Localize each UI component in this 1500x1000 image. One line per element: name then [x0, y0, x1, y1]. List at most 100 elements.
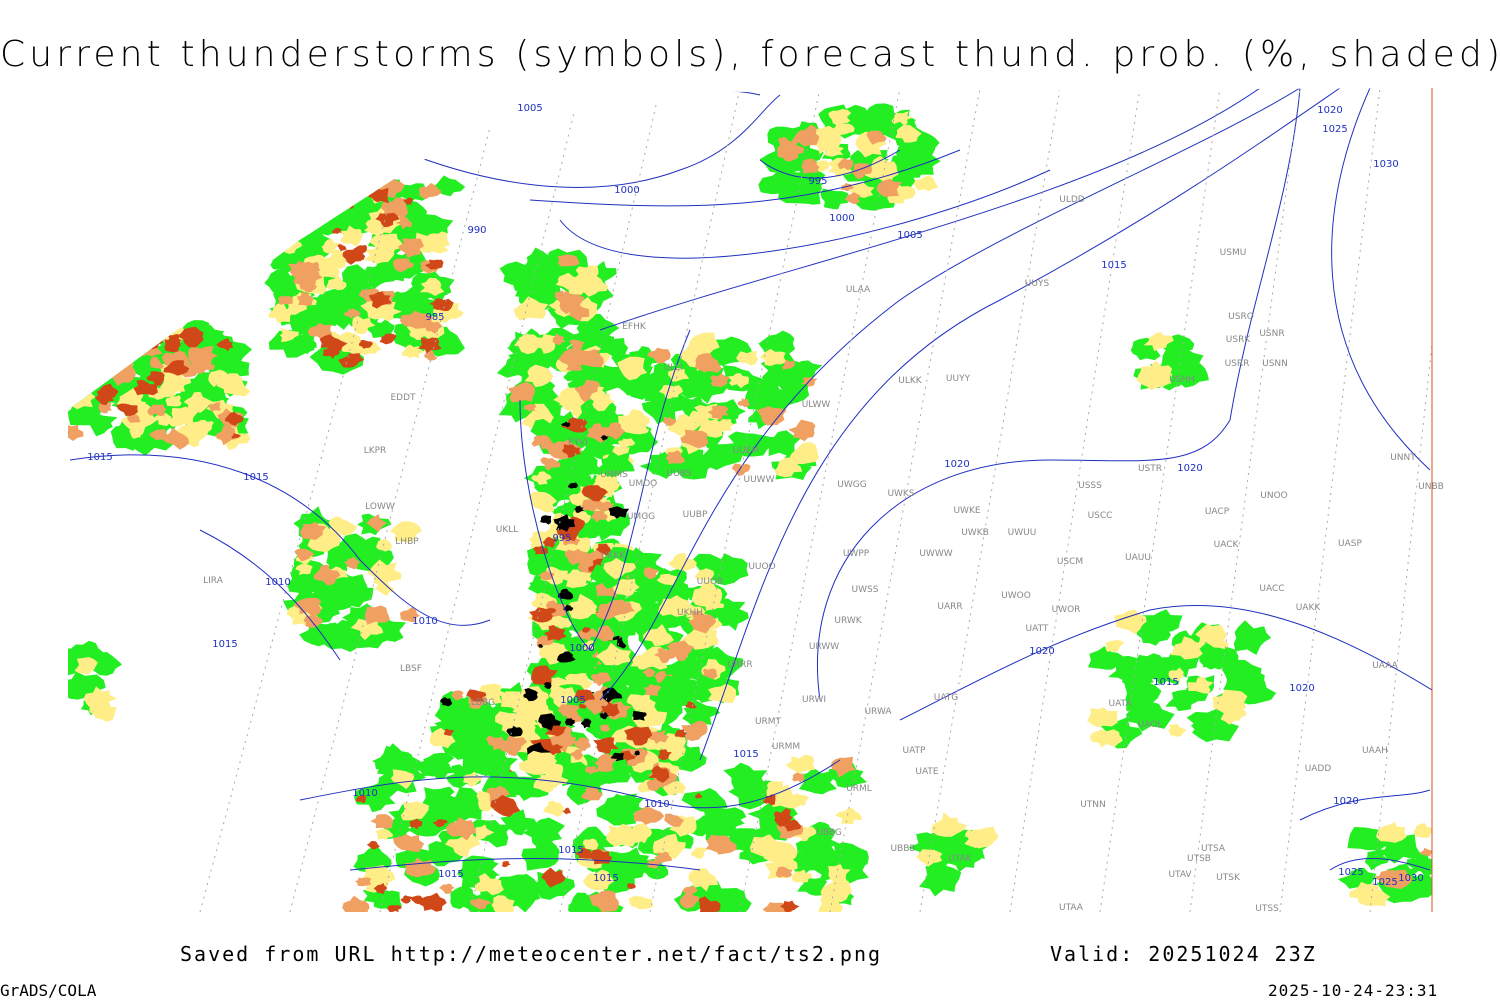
- shade-cell: [596, 793, 645, 826]
- isobar-line: [599, 88, 1261, 331]
- shade-cell: [273, 172, 305, 202]
- title: Current thunderstorms (symbols), forecas…: [0, 34, 1500, 75]
- shade-cell: [513, 296, 549, 321]
- shade-cell: [542, 536, 558, 548]
- shade-cell: [627, 883, 636, 890]
- shade-cell: [375, 212, 400, 228]
- shade-cell: [268, 303, 292, 324]
- shade-cell: [326, 311, 356, 330]
- station-code: USRK: [1226, 335, 1252, 345]
- shade-cell: [161, 427, 190, 450]
- shade-cell: [409, 818, 423, 830]
- shade-cell: [785, 754, 816, 775]
- shade-cell: [689, 409, 709, 424]
- shade-cell: [553, 514, 576, 532]
- shade-cell: [523, 688, 538, 702]
- isobar-label: 1010: [644, 799, 669, 810]
- station-code: USHH: [1169, 375, 1195, 385]
- shade-cell: [433, 175, 466, 197]
- shade-cell: [68, 318, 107, 341]
- shade-cell: [183, 391, 214, 413]
- shade-cell: [650, 387, 690, 414]
- station-code: UATG: [934, 693, 959, 703]
- isobar-label: 1015: [87, 452, 112, 463]
- shade-cell: [582, 869, 615, 891]
- shade-cell: [575, 846, 592, 859]
- shade-cell: [662, 416, 677, 426]
- shade-cell: [1206, 634, 1229, 650]
- graticule: [559, 88, 741, 912]
- shade-cell: [669, 654, 711, 683]
- isobar-label: 995: [552, 533, 571, 544]
- isobar-line: [349, 857, 701, 871]
- station-code: UWWW: [919, 549, 952, 559]
- station-code: UUBP: [683, 510, 708, 520]
- shade-cell: [690, 628, 719, 650]
- station-code: USCM: [1057, 557, 1083, 567]
- shade-cell: [147, 404, 167, 417]
- shade-cell: [208, 402, 221, 411]
- shade-cell: [508, 381, 536, 403]
- shade-cell: [580, 787, 603, 801]
- shade-cell: [149, 429, 167, 441]
- shade-cell: [543, 762, 564, 776]
- shade-cell: [97, 334, 125, 355]
- shade-cell: [1108, 657, 1142, 681]
- shade-cell: [569, 339, 585, 351]
- shade-cell: [413, 232, 449, 254]
- shade-cell: [373, 883, 388, 894]
- shade-cell: [694, 568, 715, 580]
- shade-cell: [389, 292, 415, 312]
- shade-cell: [528, 491, 558, 513]
- station-code: USNR: [1259, 329, 1284, 339]
- valid-time: Valid: 20251024 23Z: [1050, 942, 1317, 966]
- shade-cell: [165, 393, 182, 407]
- shade-cell: [668, 367, 690, 382]
- shade-cell: [658, 595, 690, 617]
- station-code: UARR: [937, 602, 962, 612]
- station-code: UNNT: [1390, 453, 1416, 463]
- shade-cell: [423, 752, 455, 773]
- shade-cell: [654, 670, 674, 685]
- shade-cell: [540, 566, 568, 585]
- station-code: UASP: [1338, 539, 1362, 549]
- station-code: EYVI: [568, 438, 588, 448]
- shade-cell: [355, 877, 372, 887]
- shade-cell: [864, 159, 894, 180]
- station-code: USRR: [1225, 359, 1250, 369]
- shade-cell: [1347, 827, 1395, 851]
- station-code: UTAV: [1168, 870, 1192, 880]
- shade-cell: [837, 158, 854, 171]
- shade-cell: [548, 686, 578, 708]
- station-code: UUOO: [748, 562, 775, 572]
- station-code: UUBS: [667, 469, 692, 479]
- shade-cell: [470, 898, 492, 910]
- shade-cell: [68, 322, 94, 346]
- shade-cell: [594, 625, 615, 642]
- shade-cell: [680, 429, 709, 449]
- isobar-line: [1329, 858, 1431, 871]
- shade-cell: [641, 668, 656, 678]
- shade-cell: [695, 353, 722, 373]
- shade-cell: [1141, 609, 1183, 636]
- shade-cell: [522, 817, 565, 850]
- station-code: EFHK: [622, 322, 647, 332]
- shade-cell: [595, 642, 632, 666]
- shade-cell: [528, 607, 554, 623]
- shade-cell: [624, 726, 653, 746]
- shade-cell: [71, 327, 118, 359]
- shade-cell: [1087, 707, 1118, 728]
- shade-cell: [656, 573, 678, 586]
- shade-cell: [1378, 869, 1413, 890]
- shade-cell: [387, 905, 402, 912]
- shade-cell: [759, 348, 787, 366]
- shade-cell: [540, 457, 561, 471]
- station-code: LKPR: [364, 446, 387, 456]
- shade-cell: [491, 895, 515, 912]
- shade-cell: [74, 657, 98, 675]
- isobar-label: 1015: [1101, 260, 1126, 271]
- shade-cell: [576, 349, 604, 368]
- shade-cell: [368, 291, 392, 309]
- shade-cell: [652, 833, 686, 859]
